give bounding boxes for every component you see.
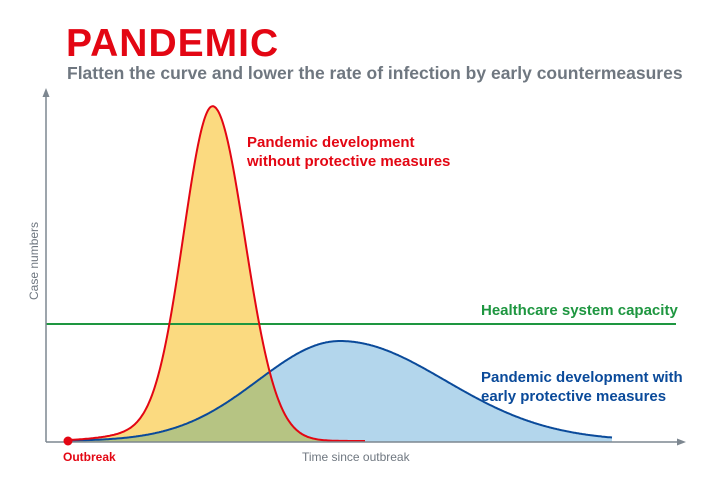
unmitigated-curve-fill <box>68 106 365 442</box>
subtitle: Flatten the curve and lower the rate of … <box>67 63 683 83</box>
outbreak-dot <box>63 436 73 446</box>
mitigated-label-line1: Pandemic development with <box>481 369 683 386</box>
capacity-label: Healthcare system capacity <box>481 302 678 319</box>
outbreak-label: Outbreak <box>63 450 116 464</box>
x-axis-label: Time since outbreak <box>302 450 410 464</box>
mitigated-curve-line <box>68 340 613 442</box>
unmitigated-label: Pandemic development without protective … <box>247 133 450 171</box>
x-axis-arrow-icon <box>677 438 686 446</box>
y-axis-label: Case numbers <box>27 221 41 300</box>
y-axis-arrow-icon <box>42 88 50 97</box>
page-title: PANDEMIC <box>66 22 280 65</box>
unmitigated-label-line2: without protective measures <box>247 153 451 170</box>
unmitigated-curve-line <box>68 105 365 442</box>
unmitigated-label-line1: Pandemic development <box>247 134 415 151</box>
mitigated-label-line2: early protective measures <box>481 388 667 405</box>
mitigated-label: Pandemic development with early protecti… <box>481 368 683 406</box>
